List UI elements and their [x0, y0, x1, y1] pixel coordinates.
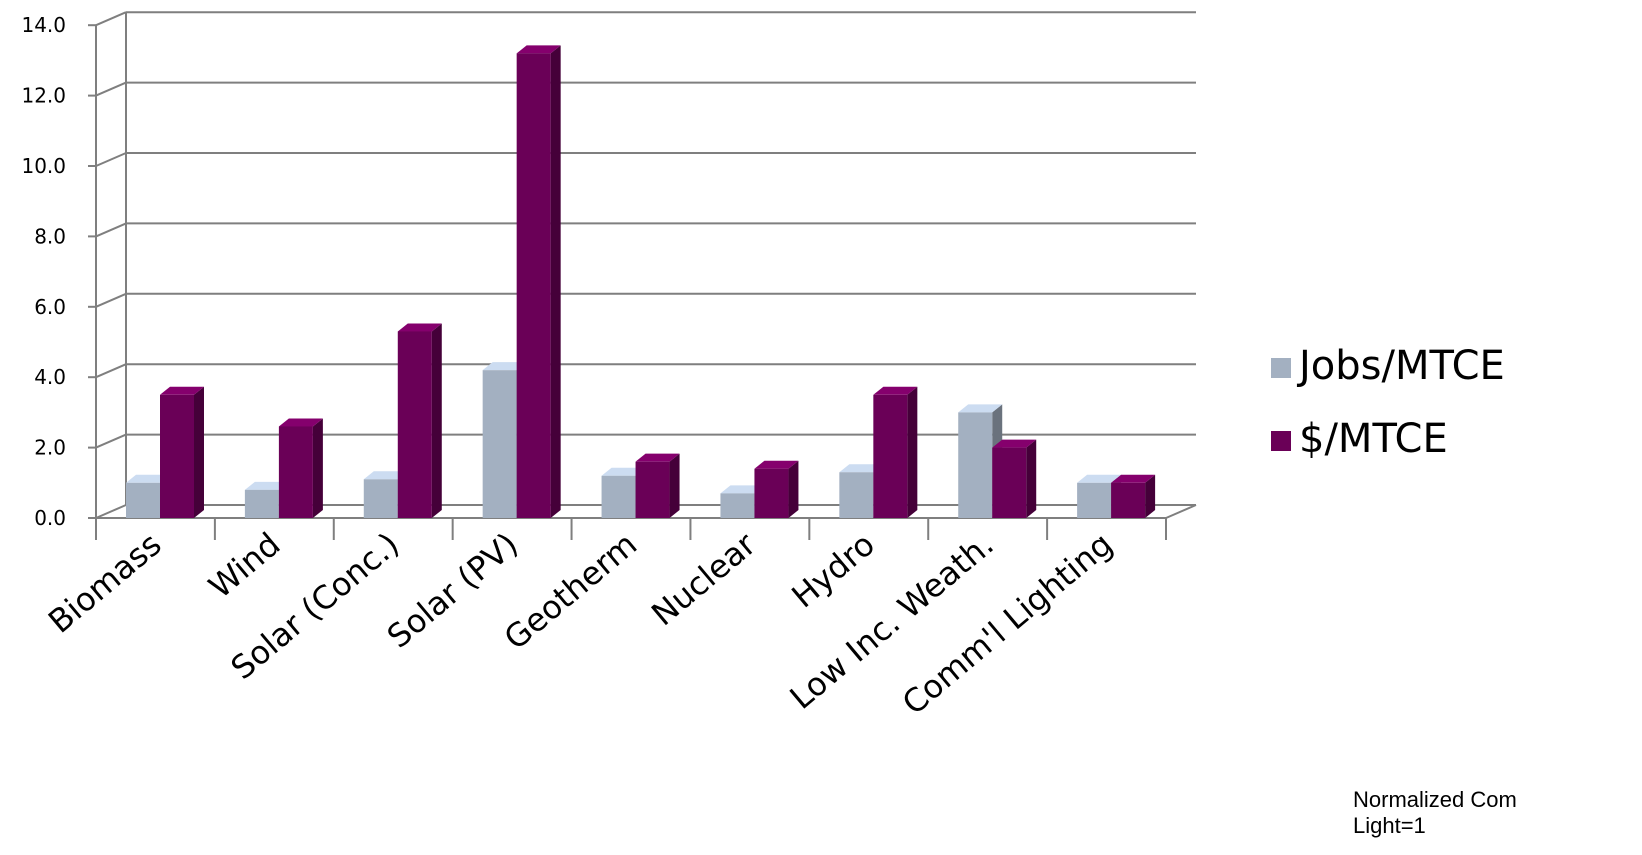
bar-top: [873, 386, 918, 395]
legend: Jobs/MTCE $/MTCE: [1271, 343, 1505, 462]
y-tick-label: 6.0: [34, 295, 66, 319]
bar-top: [601, 467, 646, 476]
bar-front: [244, 489, 279, 518]
gridline-side: [95, 292, 127, 308]
bar-front: [516, 53, 551, 519]
bar-side: [907, 386, 918, 518]
bar-top: [160, 386, 204, 395]
x-tick-label: Comm'l Lighting: [895, 525, 1120, 722]
bar: [278, 418, 323, 518]
legend-label: Jobs/MTCE: [1296, 343, 1505, 389]
bar: [873, 386, 918, 518]
bar-front: [126, 482, 160, 518]
chart-note-line2: Light=1: [1353, 813, 1426, 838]
gridline-side: [95, 363, 127, 379]
bar-top: [244, 481, 289, 490]
y-tick-label: 0.0: [34, 506, 66, 530]
x-tick-label: Geotherm: [497, 525, 644, 657]
bar-front: [720, 493, 755, 518]
legend-swatch: [1271, 431, 1291, 451]
gridline-side: [95, 433, 127, 449]
x-tick-label: Hydro: [784, 525, 881, 615]
bar-top: [516, 45, 561, 54]
bar: [516, 45, 561, 519]
bar-front: [754, 468, 789, 518]
bar-top: [278, 418, 323, 427]
bars: [126, 45, 1156, 519]
bar-side: [550, 45, 561, 519]
bar-top: [126, 474, 170, 483]
bar-side: [1026, 439, 1037, 518]
bar-top: [397, 323, 442, 332]
bar-top: [754, 460, 799, 469]
legend-label: $/MTCE: [1299, 416, 1448, 462]
bar-front: [160, 394, 194, 518]
bar-top: [635, 453, 680, 462]
bar-side: [312, 418, 323, 518]
x-tick-label: Nuclear: [644, 524, 763, 633]
bar-top: [1111, 474, 1156, 483]
bar-front: [873, 394, 908, 518]
bar: [160, 386, 204, 518]
bar-side: [431, 323, 442, 518]
bar-top: [720, 485, 765, 494]
bar-front: [839, 472, 874, 518]
bar-side: [669, 453, 680, 518]
bar-front: [992, 447, 1027, 518]
bar-top: [1077, 474, 1122, 483]
bar: [397, 323, 442, 518]
bar-side: [1145, 474, 1156, 518]
y-axis: 0.0 2.0 4.0 6.0 8.0 10.0 12.0 14.0: [21, 13, 1167, 540]
y-tick-label: 2.0: [34, 436, 66, 460]
gridline-side: [95, 504, 127, 519]
bar-top: [482, 362, 527, 371]
gridline-side: [95, 81, 127, 97]
bar-front: [482, 370, 517, 518]
y-tick-label: 4.0: [34, 365, 66, 389]
y-tick-label: 10.0: [21, 154, 66, 178]
bar: [1111, 474, 1156, 518]
bar-side: [194, 386, 204, 518]
x-tick-label: Low Inc. Weath.: [783, 525, 1001, 717]
bar-top: [363, 471, 408, 480]
x-tick-label: Biomass: [41, 525, 168, 641]
bar: [635, 453, 680, 518]
y-tick-label: 12.0: [21, 84, 66, 108]
bar-front: [1077, 482, 1112, 518]
floor-edge: [1165, 504, 1197, 519]
gridline-side: [95, 11, 127, 27]
gridline-side: [95, 222, 127, 238]
y-tick-label: 8.0: [34, 224, 66, 248]
bar-front: [601, 475, 636, 518]
bar-top: [839, 464, 884, 473]
bar-front: [1111, 482, 1146, 518]
gridline-side: [95, 152, 127, 167]
bar-front: [363, 479, 398, 518]
bar: [754, 460, 799, 518]
chart-note-line1: Normalized Com: [1353, 787, 1517, 812]
bar-top: [992, 439, 1037, 448]
bar-front: [397, 331, 432, 518]
bar-front: [958, 412, 993, 518]
bar: [992, 439, 1037, 518]
bar-front: [635, 461, 670, 518]
bar-top: [958, 404, 1003, 413]
bar-front: [278, 426, 313, 518]
chart-note: Normalized Com Light=1: [1353, 787, 1517, 839]
legend-swatch: [1271, 358, 1291, 378]
y-tick-label: 14.0: [21, 13, 66, 37]
bar-side: [788, 460, 799, 518]
